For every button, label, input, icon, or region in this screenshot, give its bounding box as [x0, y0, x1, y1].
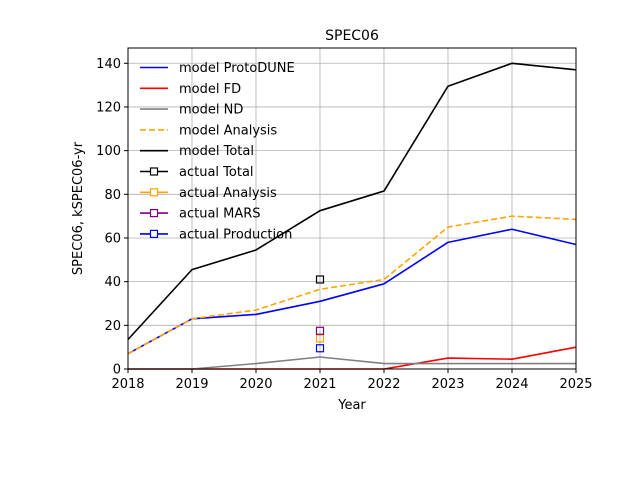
legend: model ProtoDUNE model FD model ND model Ana… — [140, 61, 295, 242]
y-tick-label: 120 — [96, 100, 121, 115]
y-tick-label: 80 — [104, 188, 121, 203]
legend-label: actual Production — [179, 227, 292, 242]
y-axis-ticks: 0 20 40 60 80 100 120 140 — [96, 57, 128, 378]
y-tick-label: 60 — [104, 231, 121, 246]
x-tick-label: 2023 — [431, 377, 464, 392]
legend-label: actual MARS — [179, 207, 261, 222]
y-tick-label: 20 — [104, 319, 121, 334]
plot-frame — [127, 47, 577, 370]
x-tick-label: 2025 — [559, 377, 592, 392]
legend-label: model Total — [179, 144, 254, 159]
x-tick-label: 2019 — [175, 377, 208, 392]
x-axis-ticks: 2018 2019 2020 2021 2022 2023 2024 2025 — [111, 369, 593, 392]
point-actual-analysis — [315, 334, 325, 343]
x-tick-label: 2021 — [303, 377, 336, 392]
point-actual-production — [315, 344, 325, 353]
legend-label: model FD — [179, 82, 241, 97]
y-tick-label: 100 — [96, 144, 121, 159]
legend-label: actual Total — [179, 165, 254, 180]
point-actual-total — [315, 275, 325, 284]
series-line-model-analysis — [127, 215, 577, 355]
legend-label: model Analysis — [179, 123, 277, 138]
x-tick-label: 2024 — [495, 377, 528, 392]
point-actual-mars — [315, 326, 325, 335]
y-tick-label: 40 — [104, 275, 121, 290]
points-layer — [315, 275, 325, 353]
x-axis-label: Year — [337, 398, 366, 413]
series-line-model-total — [127, 62, 577, 341]
legend-label: actual Analysis — [179, 186, 277, 201]
legend-marker — [149, 209, 159, 218]
x-tick-label: 2018 — [111, 377, 144, 392]
legend-marker — [149, 229, 159, 238]
y-axis-label: SPEC06, kSPEC06-yr — [71, 141, 86, 275]
legend-marker — [149, 167, 159, 176]
legend-marker — [149, 188, 159, 197]
chart-title: SPEC06 — [325, 28, 379, 44]
legend-label: model ND — [179, 103, 243, 118]
series-line-model-nd — [128, 356, 576, 370]
legend-label: model ProtoDUNE — [179, 61, 295, 76]
x-tick-label: 2022 — [367, 377, 400, 392]
x-tick-label: 2020 — [239, 377, 272, 392]
y-tick-label: 0 — [113, 363, 121, 378]
y-tick-label: 140 — [96, 57, 121, 72]
